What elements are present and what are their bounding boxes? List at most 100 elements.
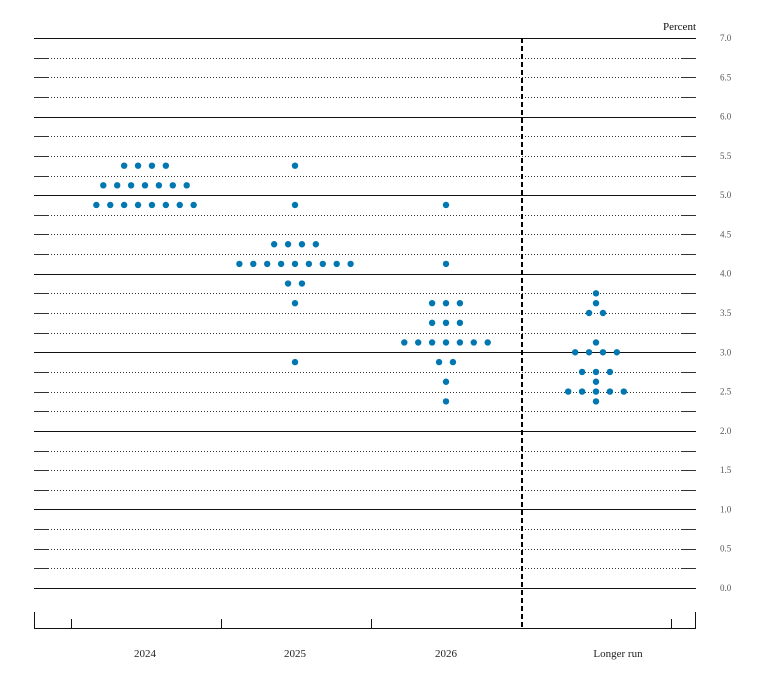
dot-marker [578,368,586,376]
y-axis-tick-labels: 0.0 0.5 1.0 1.5 2.0 2.5 3.0 3.5 4.0 4.5 5.0 5.5 6.0 6… [720,33,732,593]
dot-marker [319,260,326,268]
y-tick-label: 1.0 [720,504,732,514]
dot-marker [456,319,464,327]
dot-marker [298,241,306,248]
y-tick-label: 1.5 [720,465,732,475]
dot-marker [592,398,600,405]
dot-marker [305,260,313,268]
dot-marker [291,201,299,209]
x-category-label: 2025 [284,648,307,660]
dot-marker [435,358,443,366]
dot-marker [100,182,107,189]
dot-marker [162,201,170,209]
dot-marker [114,182,121,189]
dot-marker [585,309,593,317]
dot-marker [190,201,197,209]
dot-marker [270,241,278,248]
dot-marker [291,358,299,366]
dot-marker [442,260,450,268]
x-axis [34,612,696,629]
dot-marker [565,388,572,395]
gridlines [34,38,696,589]
y-tick-label: 0.5 [720,544,732,554]
dot-marker [442,339,450,346]
dot-marker [428,339,436,346]
y-axis-unit-label: Percent [663,21,696,33]
dot-marker [291,260,299,268]
dot-marker [333,260,340,268]
dot-marker [312,241,320,248]
dot-marker [264,260,271,268]
dot-marker [284,241,292,248]
dot-marker [592,290,600,297]
dot-marker [428,299,436,307]
dot-marker [456,299,464,307]
dot-marker [599,309,607,317]
x-category-label: 2026 [435,648,458,660]
dot-marker [578,388,586,395]
x-axis-category-labels: 2024 2025 2026 Longer run [134,648,643,660]
dot-marker [592,378,600,385]
dot-marker [141,182,149,189]
dot-marker [415,339,422,346]
dot-marker [401,339,408,346]
dot-marker [456,339,464,346]
dot-marker [606,388,614,395]
dot-marker [134,201,142,209]
dot-marker [442,319,450,327]
dot-marker [291,299,299,307]
y-tick-label: 4.5 [720,229,732,239]
x-category-label: Longer run [593,648,643,660]
dot-marker [428,319,436,327]
dot-markers [93,162,627,405]
dot-marker [613,349,621,356]
y-tick-label: 6.5 [720,72,732,82]
dot-marker [571,349,579,356]
y-tick-label: 6.0 [720,112,732,122]
dot-marker [347,260,354,268]
y-tick-label: 3.5 [720,308,732,318]
dot-marker [162,162,170,169]
y-tick-label: 7.0 [720,33,732,43]
dot-marker [470,339,477,346]
dot-marker [155,182,163,189]
y-tick-label: 5.5 [720,151,732,161]
dot-marker [291,162,299,169]
y-tick-label: 4.0 [720,269,732,279]
x-category-label: 2024 [134,648,157,660]
dot-marker [120,201,128,209]
dot-marker [592,299,600,307]
dot-marker [449,358,457,366]
dot-marker [183,182,190,189]
dot-marker [606,368,614,376]
dot-marker [585,349,593,356]
y-tick-label: 5.0 [720,190,732,200]
dot-marker [442,299,450,307]
y-tick-label: 3.0 [720,347,732,357]
dot-marker [176,201,183,209]
y-tick-label: 2.5 [720,387,732,397]
dot-marker [120,162,128,169]
dot-marker [284,280,292,287]
dot-marker [93,201,100,209]
dot-marker [134,162,142,169]
dot-marker [592,339,600,346]
dot-marker [107,201,114,209]
dot-marker [599,349,607,356]
y-tick-label: 0.0 [720,583,732,593]
dot-marker [236,260,243,268]
dot-marker [592,388,600,395]
dot-marker [620,388,627,395]
dot-marker [592,368,600,376]
dot-marker [127,182,135,189]
dot-marker [442,398,450,405]
dot-marker [442,378,450,385]
dot-marker [298,280,306,287]
dot-marker [148,201,156,209]
dot-marker [148,162,156,169]
y-tick-label: 2.0 [720,426,732,436]
dot-marker [169,182,176,189]
dot-marker [277,260,285,268]
dot-marker [250,260,257,268]
